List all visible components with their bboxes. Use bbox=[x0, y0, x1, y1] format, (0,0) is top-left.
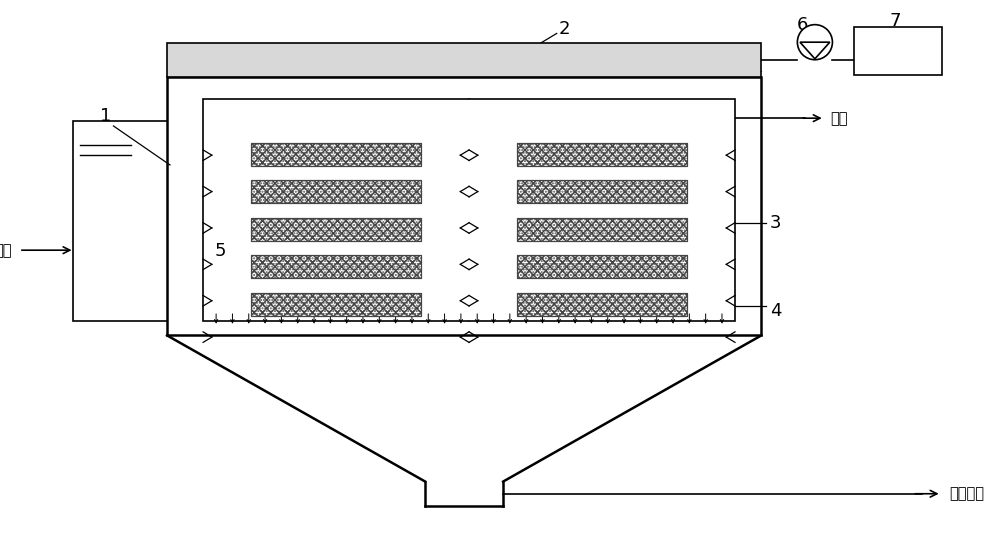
Bar bbox=[517, 217, 687, 241]
Text: 7: 7 bbox=[889, 12, 901, 30]
Bar bbox=[251, 255, 421, 278]
Text: 2: 2 bbox=[559, 19, 570, 38]
Text: 废水: 废水 bbox=[0, 243, 12, 258]
Bar bbox=[251, 142, 421, 166]
Text: 5: 5 bbox=[215, 242, 226, 259]
Bar bbox=[251, 293, 421, 316]
Bar bbox=[517, 180, 687, 204]
Bar bbox=[251, 217, 421, 241]
Bar bbox=[251, 180, 421, 204]
Text: 6: 6 bbox=[797, 15, 808, 34]
Bar bbox=[251, 293, 421, 316]
Bar bbox=[517, 293, 687, 316]
Circle shape bbox=[797, 25, 832, 60]
Text: 3: 3 bbox=[770, 214, 782, 232]
Bar bbox=[517, 293, 687, 316]
Bar bbox=[167, 77, 761, 336]
Text: 1: 1 bbox=[100, 107, 111, 125]
Bar bbox=[517, 180, 687, 204]
Bar bbox=[517, 142, 687, 166]
Text: 出水: 出水 bbox=[830, 111, 848, 126]
Bar bbox=[251, 180, 421, 204]
Bar bbox=[251, 142, 421, 166]
Bar bbox=[251, 217, 421, 241]
Bar bbox=[517, 217, 687, 241]
Bar bbox=[167, 43, 761, 77]
Text: 污泥处置: 污泥处置 bbox=[949, 486, 984, 501]
Bar bbox=[517, 142, 687, 166]
Polygon shape bbox=[800, 42, 830, 59]
Bar bbox=[517, 255, 687, 278]
Bar bbox=[251, 255, 421, 278]
Bar bbox=[517, 255, 687, 278]
Bar bbox=[203, 99, 735, 321]
Text: 4: 4 bbox=[770, 302, 782, 320]
Bar bbox=[73, 121, 170, 321]
Bar bbox=[854, 26, 942, 75]
